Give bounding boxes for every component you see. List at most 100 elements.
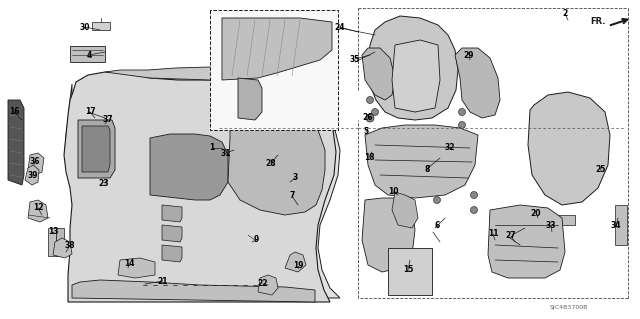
Text: 26: 26 <box>363 113 373 122</box>
Text: 4: 4 <box>86 50 92 60</box>
Circle shape <box>465 53 475 63</box>
Circle shape <box>429 167 435 174</box>
Circle shape <box>106 174 113 182</box>
Polygon shape <box>78 120 115 178</box>
Polygon shape <box>118 258 155 278</box>
Polygon shape <box>162 205 182 222</box>
Polygon shape <box>392 192 418 228</box>
Text: 16: 16 <box>9 108 19 116</box>
Text: 18: 18 <box>364 152 374 161</box>
Text: 11: 11 <box>488 229 499 239</box>
Circle shape <box>458 122 465 129</box>
Circle shape <box>371 108 378 115</box>
Text: 1: 1 <box>209 144 214 152</box>
Circle shape <box>477 64 483 71</box>
Circle shape <box>217 282 223 288</box>
Text: 15: 15 <box>403 265 413 275</box>
Polygon shape <box>285 252 306 272</box>
Circle shape <box>267 282 273 288</box>
Circle shape <box>187 282 193 288</box>
Text: 10: 10 <box>388 188 398 197</box>
Text: 6: 6 <box>435 221 440 231</box>
Circle shape <box>247 282 253 288</box>
Polygon shape <box>8 100 24 185</box>
Polygon shape <box>228 106 325 215</box>
Text: 2: 2 <box>563 10 568 19</box>
Text: 3: 3 <box>292 174 298 182</box>
Circle shape <box>433 197 440 204</box>
Circle shape <box>431 182 438 189</box>
Polygon shape <box>210 10 338 130</box>
Polygon shape <box>392 40 440 112</box>
Bar <box>56 228 64 256</box>
Circle shape <box>197 282 203 288</box>
Polygon shape <box>72 280 315 302</box>
Circle shape <box>412 72 424 84</box>
Bar <box>48 228 56 256</box>
Text: 38: 38 <box>65 241 76 249</box>
Text: 39: 39 <box>28 170 38 180</box>
Text: 21: 21 <box>157 277 168 286</box>
Circle shape <box>470 206 477 213</box>
Circle shape <box>477 78 483 85</box>
Circle shape <box>550 130 590 170</box>
Text: 20: 20 <box>531 209 541 218</box>
Circle shape <box>412 142 419 149</box>
Text: 28: 28 <box>266 159 276 167</box>
Text: 24: 24 <box>335 23 345 32</box>
Polygon shape <box>528 92 610 205</box>
Text: FR.: FR. <box>591 18 606 26</box>
Circle shape <box>445 159 452 166</box>
Polygon shape <box>162 245 182 262</box>
Circle shape <box>445 145 451 152</box>
Polygon shape <box>53 238 72 258</box>
Polygon shape <box>65 82 340 298</box>
Text: 22: 22 <box>258 279 268 288</box>
Text: 34: 34 <box>611 221 621 231</box>
Circle shape <box>458 108 465 115</box>
Circle shape <box>96 118 104 126</box>
Circle shape <box>365 61 379 75</box>
Text: 19: 19 <box>292 262 303 271</box>
Text: 23: 23 <box>99 179 109 188</box>
Polygon shape <box>162 225 182 242</box>
Circle shape <box>412 159 419 166</box>
Circle shape <box>465 61 479 75</box>
Bar <box>615 205 627 245</box>
Circle shape <box>560 140 580 160</box>
Text: 31: 31 <box>221 149 231 158</box>
Circle shape <box>227 282 233 288</box>
Polygon shape <box>362 48 395 100</box>
Text: 32: 32 <box>445 143 455 152</box>
Circle shape <box>111 251 118 258</box>
Circle shape <box>377 227 393 243</box>
Polygon shape <box>64 72 336 302</box>
Polygon shape <box>455 48 500 118</box>
Circle shape <box>157 282 163 288</box>
Circle shape <box>237 282 243 288</box>
Polygon shape <box>105 67 322 112</box>
Circle shape <box>102 172 109 179</box>
Circle shape <box>277 282 283 288</box>
Circle shape <box>276 102 288 114</box>
Polygon shape <box>368 16 458 120</box>
Polygon shape <box>238 78 262 120</box>
Text: 27: 27 <box>506 232 516 241</box>
Text: 7: 7 <box>289 191 294 201</box>
Circle shape <box>367 97 374 103</box>
Text: 8: 8 <box>424 166 429 174</box>
Polygon shape <box>258 275 278 295</box>
Circle shape <box>137 282 143 288</box>
Text: 17: 17 <box>84 108 95 116</box>
Polygon shape <box>362 198 415 272</box>
Bar <box>530 215 575 225</box>
Polygon shape <box>222 18 332 80</box>
Circle shape <box>88 111 96 119</box>
Polygon shape <box>70 46 105 62</box>
Polygon shape <box>28 153 44 175</box>
Text: 35: 35 <box>350 55 360 63</box>
Circle shape <box>145 214 152 221</box>
Polygon shape <box>488 205 565 278</box>
Circle shape <box>127 239 134 246</box>
Text: 33: 33 <box>546 221 556 231</box>
